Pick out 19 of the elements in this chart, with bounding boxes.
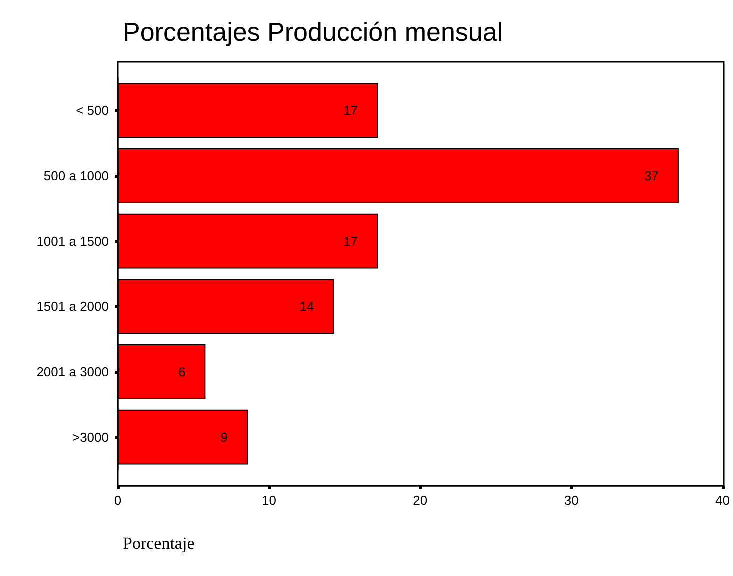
x-tick-label: 40: [716, 493, 730, 508]
x-tick-label: 30: [564, 493, 579, 508]
x-tick-label: 0: [114, 493, 122, 508]
data-label: 17: [344, 234, 358, 249]
data-label: 17: [344, 103, 358, 118]
data-label: 14: [300, 299, 314, 314]
y-tick-label: >3000: [72, 430, 109, 445]
x-axis-title: Porcentaje: [123, 534, 195, 553]
chart-title: Porcentajes Producción mensual: [123, 17, 504, 47]
y-tick-label: < 500: [76, 103, 109, 118]
data-label: 6: [178, 364, 186, 380]
x-tick-label: 20: [413, 493, 428, 508]
data-label: 9: [220, 430, 228, 445]
x-tick-label: 10: [262, 493, 276, 508]
y-tick-label: 1001 a 1500: [36, 234, 109, 249]
y-tick-label: 2001 a 3000: [36, 364, 109, 380]
y-tick-label: 1501 a 2000: [36, 299, 109, 314]
y-tick-label: 500 a 1000: [44, 168, 109, 184]
data-label: 37: [644, 168, 659, 184]
